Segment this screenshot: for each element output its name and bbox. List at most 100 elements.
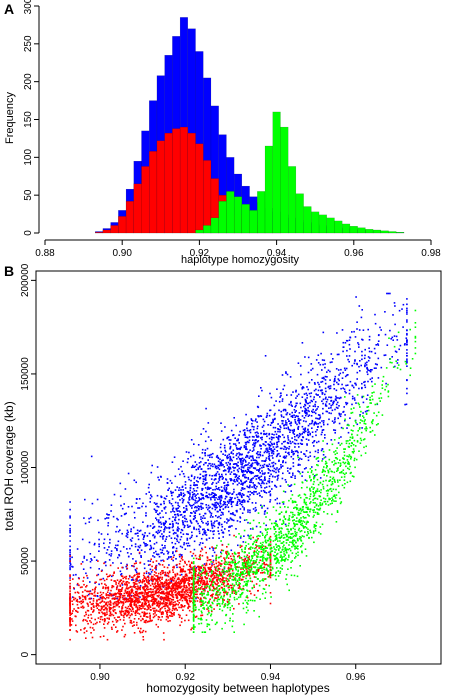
scatter-point [335,399,337,402]
scatter-point [178,510,180,512]
scatter-point [226,546,228,548]
scatter-point [129,614,132,617]
scatter-point [170,588,173,591]
scatter-point [146,535,149,537]
y-tick-label: 100 [23,149,34,166]
scatter-point [285,424,288,426]
scatter-point [69,590,71,592]
scatter-point [90,617,93,620]
scatter-point [127,506,130,508]
scatter-point [254,420,257,422]
scatter-point [238,576,241,579]
scatter-point [82,607,84,609]
scatter-point [318,383,320,386]
scatter-point [351,397,354,400]
scatter-point [106,607,108,610]
scatter-point [240,480,243,483]
scatter-point [171,576,174,579]
scatter-point [177,593,180,595]
scatter-point [69,524,71,527]
scatter-point [229,439,232,441]
scatter-point [190,578,193,580]
scatter-point [226,553,228,555]
scatter-point [69,575,71,578]
scatter-point [257,477,260,479]
scatter-point [360,364,362,367]
scatter-point [343,367,346,370]
scatter-point [235,593,237,595]
scatter-point [366,367,368,370]
scatter-point [201,576,203,578]
scatter-point [185,451,188,453]
scatter-point [102,605,105,607]
scatter-point [377,357,380,360]
scatter-point [399,344,402,347]
scatter-point [215,597,218,600]
scatter-point [261,460,263,462]
scatter-point [211,555,214,557]
scatter-point [134,594,137,596]
scatter-point [354,350,356,353]
scatter-point [106,549,109,551]
scatter-point [267,455,270,458]
scatter-point [221,490,223,492]
scatter-point [103,542,105,545]
scatter-point [305,392,308,395]
scatter-point [299,457,301,460]
scatter-point [198,508,200,510]
scatter-point [371,377,373,379]
scatter-point [157,616,160,618]
scatter-point [242,578,244,581]
scatter-point [110,579,113,581]
scatter-point [127,598,129,601]
scatter-point [183,597,186,600]
scatter-point [220,463,223,465]
scatter-point [165,592,167,594]
scatter-point [198,568,201,570]
scatter-point [104,613,106,616]
scatter-point [136,594,139,597]
scatter-point [298,471,301,473]
scatter-point [248,439,251,442]
scatter-point [93,594,95,597]
scatter-point [215,562,218,565]
scatter-point [189,515,192,517]
scatter-point [142,538,145,540]
scatter-point [289,413,291,416]
scatter-point [210,583,212,586]
scatter-point [104,586,107,589]
scatter-point [118,602,121,604]
scatter-point [259,531,262,533]
scatter-point [326,410,329,413]
scatter-point [215,504,217,506]
scatter-point [163,560,165,562]
scatter-point [194,573,197,575]
scatter-point [335,406,338,409]
scatter-point [94,588,96,590]
scatter-point [133,479,136,482]
scatter-point [207,459,209,461]
scatter-point [69,577,71,579]
scatter-point [334,421,336,423]
scatter-point [344,369,347,371]
scatter-point [130,610,133,612]
scatter-point [250,478,253,480]
scatter-point [77,600,79,603]
scatter-point [256,452,258,455]
scatter-point [234,480,236,483]
scatter-point [349,417,351,419]
scatter-point [147,576,149,578]
scatter-point [246,468,249,471]
scatter-point [249,564,251,567]
scatter-point [224,503,226,506]
scatter-point [316,408,318,410]
scatter-point [299,538,301,540]
scatter-point [115,530,117,533]
scatter-point [241,457,244,460]
scatter-point [339,415,342,418]
scatter-point [120,515,123,517]
scatter-point [190,571,193,574]
scatter-point [217,502,219,504]
scatter-point [356,362,358,365]
scatter-point [76,603,79,606]
